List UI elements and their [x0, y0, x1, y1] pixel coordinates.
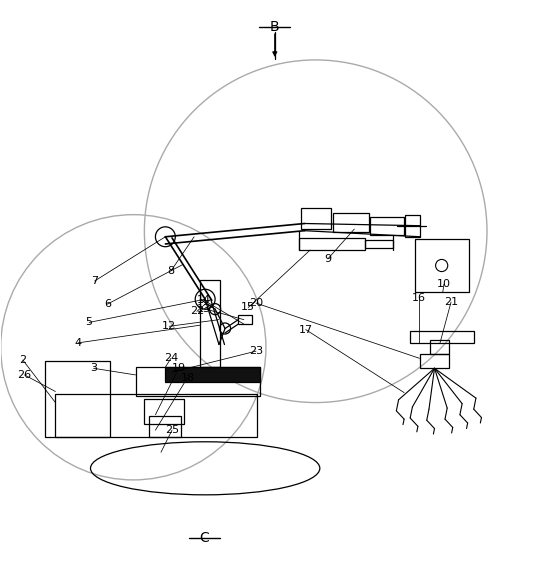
- Text: C: C: [199, 532, 209, 545]
- Text: 7: 7: [91, 276, 98, 286]
- Bar: [136, 367, 260, 396]
- Text: 12: 12: [162, 321, 176, 331]
- Text: 25: 25: [165, 425, 179, 435]
- Text: 14: 14: [197, 295, 211, 305]
- Text: 9: 9: [324, 254, 331, 264]
- Text: 2: 2: [19, 355, 27, 365]
- Bar: [371, 217, 403, 234]
- Text: 18: 18: [181, 372, 194, 383]
- Text: 17: 17: [299, 324, 313, 335]
- Text: B: B: [270, 20, 280, 34]
- Bar: [145, 399, 184, 423]
- Bar: [333, 213, 369, 232]
- Text: 21: 21: [444, 297, 458, 307]
- Bar: [409, 331, 474, 343]
- Bar: [299, 238, 366, 250]
- Bar: [414, 239, 469, 292]
- Bar: [55, 394, 257, 437]
- Text: 15: 15: [241, 303, 255, 312]
- Text: 4: 4: [74, 338, 81, 348]
- Text: 26: 26: [17, 370, 32, 380]
- Bar: [200, 280, 220, 367]
- Text: 13: 13: [197, 304, 211, 313]
- Bar: [366, 240, 393, 248]
- Text: 3: 3: [90, 363, 97, 373]
- Text: 24: 24: [164, 354, 178, 363]
- Text: 19: 19: [172, 363, 186, 373]
- Text: 23: 23: [249, 346, 263, 356]
- Bar: [429, 340, 449, 355]
- Text: 6: 6: [104, 299, 111, 309]
- Bar: [404, 215, 420, 237]
- Bar: [45, 360, 110, 437]
- Bar: [238, 315, 252, 324]
- Bar: [419, 354, 449, 368]
- Bar: [301, 208, 331, 229]
- Bar: [149, 417, 181, 437]
- Text: 10: 10: [437, 279, 451, 289]
- Text: 5: 5: [86, 317, 93, 327]
- Text: 16: 16: [412, 293, 426, 303]
- Text: 8: 8: [167, 266, 175, 276]
- Text: 20: 20: [249, 298, 263, 308]
- Bar: [166, 367, 260, 382]
- Text: 22: 22: [190, 307, 204, 316]
